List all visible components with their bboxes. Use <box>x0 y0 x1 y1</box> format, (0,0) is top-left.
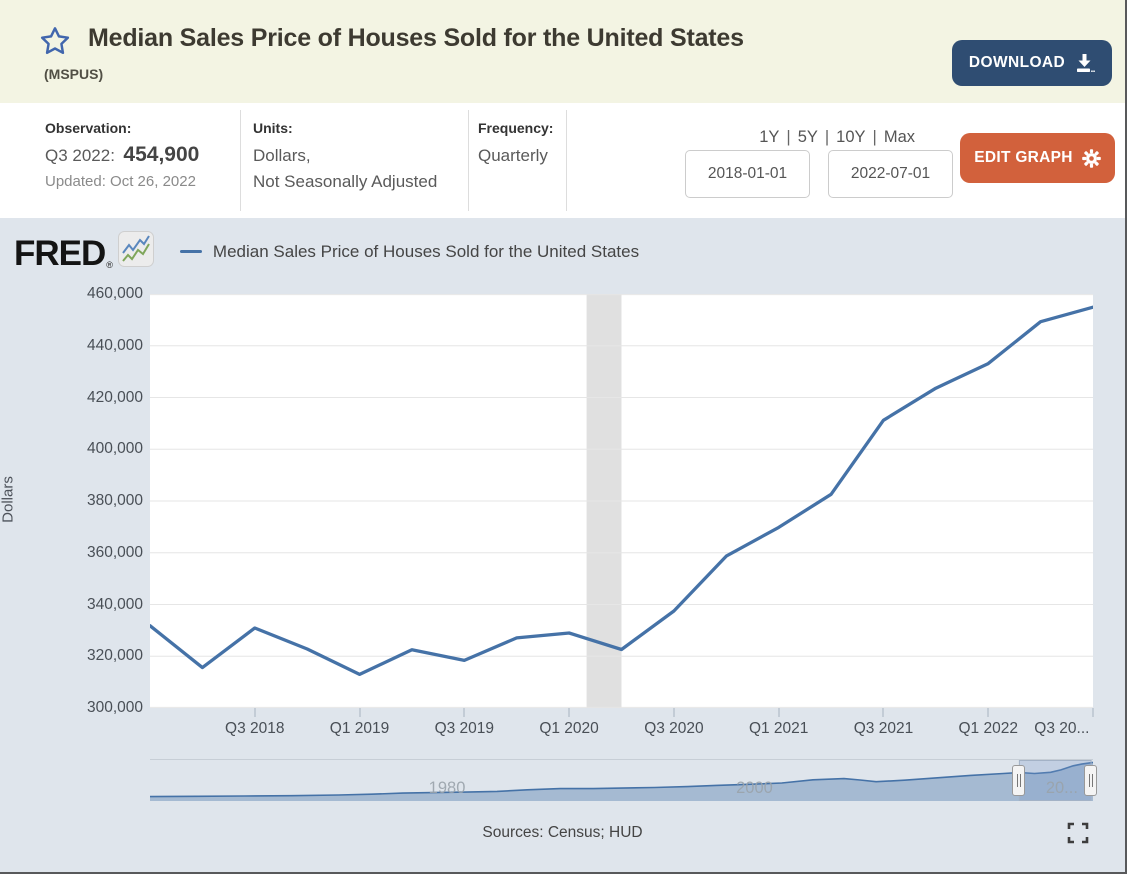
edit-graph-button-label: EDIT GRAPH <box>974 149 1073 166</box>
chart-header: FRED ® Median Sales Price of Houses Sold… <box>14 231 639 272</box>
x-tick-mark <box>568 708 571 717</box>
x-tick-label: Q3 2020 <box>644 720 704 737</box>
x-tick-label: Q1 2020 <box>539 720 599 737</box>
x-tick-label: Q1 2021 <box>748 720 809 737</box>
price-line <box>148 305 1095 677</box>
x-tick-mark <box>777 708 780 717</box>
x-tick-mark <box>672 708 675 717</box>
divider <box>566 110 567 211</box>
observation-period: Q3 2022: <box>45 146 115 165</box>
end-date-input[interactable] <box>828 150 953 198</box>
frequency-block: Frequency: Quarterly <box>478 120 553 169</box>
fullscreen-icon[interactable] <box>1067 822 1089 844</box>
navigator-decade-label: 2000 <box>736 779 773 797</box>
chart-legend: Median Sales Price of Houses Sold for th… <box>179 241 640 262</box>
navigator-mini-chart <box>149 760 1094 801</box>
x-tick-label: Q1 2022 <box>958 720 1018 737</box>
observation-block: Observation: Q3 2022: 454,900 Updated: O… <box>45 120 199 190</box>
separator: | <box>786 128 791 146</box>
zoom-link-max[interactable]: Max <box>883 128 915 146</box>
zoom-link-10y[interactable]: 10Y <box>836 128 866 146</box>
fred-logo-text: FRED <box>14 234 106 273</box>
frequency-value: Quarterly <box>478 146 548 165</box>
price-line-chart <box>148 294 1095 708</box>
units-label: Units: <box>253 120 293 136</box>
page-title: Median Sales Price of Houses Sold for th… <box>88 24 744 52</box>
navigator-left-handle[interactable] <box>1012 765 1026 796</box>
info-bar: Observation: Q3 2022: 454,900 Updated: O… <box>0 103 1125 218</box>
separator: | <box>872 128 877 146</box>
navigator-line <box>149 761 1094 798</box>
y-tick-label: 320,000 <box>86 647 143 665</box>
download-icon <box>1077 54 1095 72</box>
gear-icon <box>1081 148 1101 168</box>
y-tick-label: 400,000 <box>86 440 143 458</box>
favorite-star-icon[interactable] <box>40 26 70 56</box>
x-tick-mark <box>882 708 885 717</box>
download-button[interactable]: DOWNLOAD <box>952 40 1112 86</box>
x-tick-label: Q3 20... <box>1034 720 1090 737</box>
x-tick-mark <box>1092 708 1094 717</box>
observation-value: 454,900 <box>123 143 200 166</box>
units-block: Units: Dollars, Not Seasonally Adjusted <box>253 120 437 195</box>
frequency-label: Frequency: <box>478 120 554 136</box>
x-tick-mark <box>358 708 361 717</box>
zoom-range-links: 1Y | 5Y | 10Y | Max <box>757 128 915 147</box>
x-tick-label: Q3 2021 <box>853 720 914 737</box>
navigator-decade-label: 1980 <box>428 779 466 797</box>
x-tick-label: Q3 2019 <box>434 720 495 737</box>
units-value-line1: Dollars, <box>253 146 311 165</box>
fred-logo: FRED ® <box>14 231 154 272</box>
observation-label: Observation: <box>45 120 132 136</box>
divider <box>468 110 469 211</box>
edit-graph-button[interactable]: EDIT GRAPH <box>960 133 1115 183</box>
chart-region: FRED ® Median Sales Price of Houses Sold… <box>0 218 1125 872</box>
navigator-decade-label: 20... <box>1045 779 1078 797</box>
y-tick-label: 380,000 <box>86 492 143 509</box>
x-tick-mark <box>463 708 466 717</box>
zoom-link-5y[interactable]: 5Y <box>797 128 818 146</box>
units-value-line2: Not Seasonally Adjusted <box>253 172 438 191</box>
y-tick-label: 420,000 <box>86 388 143 406</box>
navigator-area <box>150 762 1093 801</box>
observation-updated: Updated: Oct 26, 2022 <box>45 173 196 190</box>
y-tick-label: 300,000 <box>86 699 143 716</box>
sources-text: Sources: Census; HUD <box>482 824 643 841</box>
plot-area <box>148 294 1095 708</box>
legend-label: Median Sales Price of Houses Sold for th… <box>212 241 640 261</box>
date-range-navigator[interactable]: 1980 2000 20... <box>149 759 1098 801</box>
page-header: Median Sales Price of Houses Sold for th… <box>0 0 1125 103</box>
x-axis-tick-labels: Q3 2018 Q1 2019 Q3 2019 Q1 2020 Q3 2020 Q1 20… <box>150 708 1094 748</box>
divider <box>240 110 241 211</box>
y-tick-label: 340,000 <box>86 595 143 613</box>
x-tick-label: Q1 2019 <box>329 720 390 737</box>
start-date-input[interactable] <box>685 150 810 198</box>
series-id: (MSPUS) <box>44 66 104 82</box>
y-tick-label: 460,000 <box>86 285 143 302</box>
separator: | <box>824 128 830 146</box>
fred-logo-chart-icon <box>117 231 154 272</box>
zoom-link-1y[interactable]: 1Y <box>759 128 780 146</box>
y-tick-label: 440,000 <box>86 336 143 354</box>
registered-mark: ® <box>106 260 113 270</box>
x-tick-mark <box>987 708 990 717</box>
y-tick-label: 360,000 <box>86 543 143 561</box>
y-axis-tick-labels: 460,000 440,000 420,000 400,000 380,000 360,0… <box>0 285 143 716</box>
legend-line-swatch <box>179 249 202 254</box>
navigator-right-handle[interactable] <box>1084 765 1098 796</box>
x-tick-mark <box>253 708 256 717</box>
download-button-label: DOWNLOAD <box>968 54 1066 71</box>
x-tick-label: Q3 2018 <box>225 720 285 737</box>
